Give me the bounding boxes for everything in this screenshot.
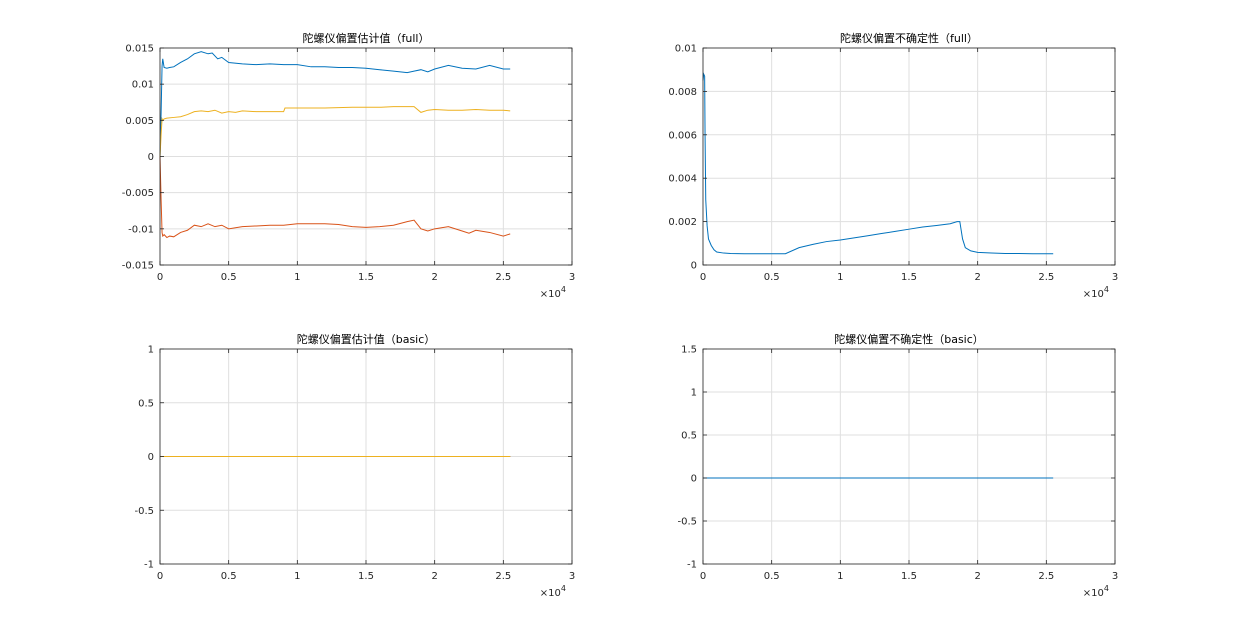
x-tick-label: 3: [569, 272, 575, 283]
x-exponent-label: ×104: [540, 584, 566, 599]
x-tick-label: 0.5: [764, 272, 780, 283]
subplot-title: 陀螺仪偏置不确定性（basic）: [834, 332, 984, 346]
y-tick-label: 0.01: [132, 80, 154, 91]
x-tick-label: 3: [1112, 272, 1118, 283]
y-tick-label: 0.5: [681, 431, 697, 442]
x-tick-label: 3: [1112, 571, 1118, 582]
y-tick-label: 0.015: [125, 44, 154, 55]
series-line-1: [159, 51, 511, 157]
subplot-3: 0 0.5 1 1.5 2 2.5 3 -1 -0.5 0 0.5 1 ×104 陀螺仪偏置估计值（bas…: [134, 332, 575, 599]
subplot-title: 陀螺仪偏置估计值（basic）: [297, 332, 436, 346]
y-tick-label: 0.5: [138, 398, 154, 409]
series-line-3: [159, 106, 511, 157]
x-tick-label: 2.5: [495, 272, 511, 283]
x-exponent-label: ×104: [1083, 584, 1109, 599]
x-tick-label: 1.5: [901, 571, 917, 582]
y-tick-label: 1.5: [681, 345, 697, 356]
y-tick-label: 0: [148, 152, 154, 163]
x-tick-label: 3: [569, 571, 575, 582]
y-tick-label: -0.01: [128, 224, 154, 235]
x-tick-label: 0: [157, 272, 163, 283]
x-tick-label: 2: [974, 272, 980, 283]
subplot-2: 0 0.5 1 1.5 2 2.5 3 0 0.002 0.004 0.006 0.008 0.01 ×1…: [668, 31, 1118, 300]
x-tick-label: 1: [837, 272, 843, 283]
x-exponent-label: ×104: [540, 285, 566, 300]
y-tick-label: 0.006: [668, 130, 697, 141]
x-tick-label: 2: [431, 272, 437, 283]
y-tick-label: 0: [691, 474, 697, 485]
x-tick-label: 1.5: [358, 272, 374, 283]
subplot-title: 陀螺仪偏置估计值（full）: [303, 31, 430, 45]
series-line-2: [159, 156, 511, 239]
y-tick-label: -0.005: [122, 188, 154, 199]
y-tick-label: -0.015: [122, 261, 154, 272]
x-tick-label: 2.5: [1038, 272, 1054, 283]
y-tick-label: 0.002: [668, 217, 697, 228]
subplot-4: 0 0.5 1 1.5 2 2.5 3 -1 -0.5 0 0.5 1 1.5 ×104 陀螺仪偏置不确定性…: [677, 332, 1118, 599]
x-tick-label: 1.5: [358, 571, 374, 582]
y-tick-label: -1: [144, 560, 154, 571]
y-tick-label: 0.01: [675, 44, 697, 55]
subplot-1: 0 0.5 1 1.5 2 2.5 3 -0.015 -0.01 -0.005 0 0.005 0.01…: [122, 31, 575, 300]
y-tick-label: -1: [687, 560, 697, 571]
x-tick-label: 2.5: [495, 571, 511, 582]
x-tick-label: 1: [294, 272, 300, 283]
x-tick-label: 0: [700, 571, 706, 582]
x-tick-label: 2.5: [1038, 571, 1054, 582]
x-tick-label: 1: [837, 571, 843, 582]
x-tick-label: 0.5: [221, 571, 237, 582]
x-tick-label: 0: [700, 272, 706, 283]
x-tick-label: 2: [431, 571, 437, 582]
series-line-1: [702, 72, 1054, 255]
y-tick-label: 0.004: [668, 174, 697, 185]
y-tick-label: -0.5: [677, 517, 697, 528]
y-tick-label: 0.005: [125, 116, 154, 127]
x-tick-label: 2: [974, 571, 980, 582]
y-tick-label: 0: [148, 452, 154, 463]
x-tick-label: 0.5: [221, 272, 237, 283]
subplot-title: 陀螺仪偏置不确定性（full）: [840, 31, 978, 45]
x-tick-label: 1: [294, 571, 300, 582]
x-tick-label: 1.5: [901, 272, 917, 283]
y-tick-label: 1: [691, 388, 697, 399]
x-tick-label: 0: [157, 571, 163, 582]
y-tick-label: -0.5: [134, 506, 154, 517]
y-tick-label: 0: [691, 261, 697, 272]
x-exponent-label: ×104: [1083, 285, 1109, 300]
y-tick-label: 1: [148, 345, 154, 356]
y-tick-label: 0.008: [668, 87, 697, 98]
x-tick-label: 0.5: [764, 571, 780, 582]
